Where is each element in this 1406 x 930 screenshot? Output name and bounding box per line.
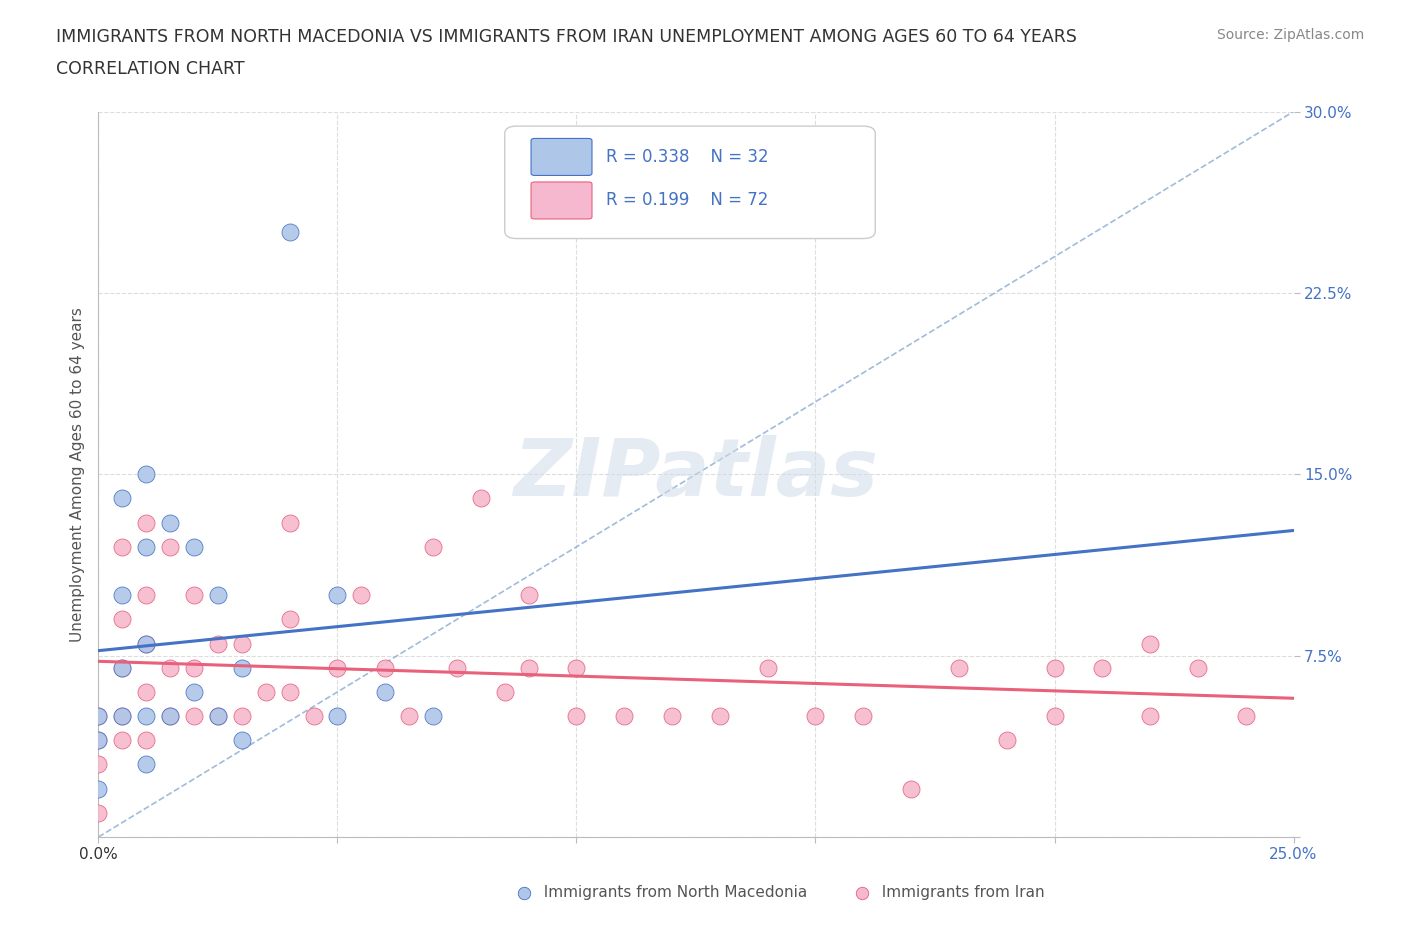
Point xyxy=(135,636,157,651)
Point xyxy=(804,709,827,724)
Point xyxy=(135,539,157,554)
Point xyxy=(1043,709,1066,724)
Point xyxy=(278,225,301,240)
Point xyxy=(1139,636,1161,651)
FancyBboxPatch shape xyxy=(531,182,592,219)
Text: Source: ZipAtlas.com: Source: ZipAtlas.com xyxy=(1216,28,1364,42)
Point xyxy=(422,709,444,724)
Point xyxy=(207,709,229,724)
Point xyxy=(159,515,181,530)
Point xyxy=(111,612,134,627)
Point xyxy=(111,539,134,554)
Point xyxy=(111,660,134,675)
Text: IMMIGRANTS FROM NORTH MACEDONIA VS IMMIGRANTS FROM IRAN UNEMPLOYMENT AMONG AGES : IMMIGRANTS FROM NORTH MACEDONIA VS IMMIG… xyxy=(56,28,1077,46)
Point xyxy=(183,660,205,675)
Point xyxy=(613,709,636,724)
Point xyxy=(231,660,253,675)
Point xyxy=(87,757,110,772)
Text: ZIPatlas: ZIPatlas xyxy=(513,435,879,513)
Point xyxy=(159,539,181,554)
Point xyxy=(87,805,110,820)
Point xyxy=(207,636,229,651)
FancyBboxPatch shape xyxy=(505,126,875,239)
Point xyxy=(231,733,253,748)
Point xyxy=(374,684,396,699)
Point xyxy=(111,709,134,724)
Text: R = 0.338    N = 32: R = 0.338 N = 32 xyxy=(606,148,769,166)
Point xyxy=(1043,660,1066,675)
Point xyxy=(87,709,110,724)
Point xyxy=(709,709,731,724)
Point xyxy=(207,588,229,603)
Point xyxy=(111,660,134,675)
Point xyxy=(326,709,349,724)
Point xyxy=(254,684,277,699)
Text: Immigrants from North Macedonia: Immigrants from North Macedonia xyxy=(534,885,807,900)
Point xyxy=(374,660,396,675)
Point xyxy=(135,684,157,699)
Point xyxy=(995,733,1018,748)
Text: CORRELATION CHART: CORRELATION CHART xyxy=(56,60,245,78)
Point xyxy=(87,733,110,748)
Point xyxy=(852,709,875,724)
Point xyxy=(1234,709,1257,724)
Point xyxy=(278,515,301,530)
Point xyxy=(1139,709,1161,724)
Point xyxy=(135,588,157,603)
Point xyxy=(1091,660,1114,675)
Point xyxy=(135,467,157,482)
Point xyxy=(135,709,157,724)
Point xyxy=(851,885,873,900)
Point xyxy=(278,684,301,699)
Point xyxy=(159,709,181,724)
Point xyxy=(756,660,779,675)
Y-axis label: Unemployment Among Ages 60 to 64 years: Unemployment Among Ages 60 to 64 years xyxy=(69,307,84,642)
Point xyxy=(135,515,157,530)
Point xyxy=(231,636,253,651)
Text: Immigrants from Iran: Immigrants from Iran xyxy=(872,885,1045,900)
Point xyxy=(513,885,536,900)
Point xyxy=(231,709,253,724)
Point xyxy=(494,684,516,699)
Point xyxy=(87,733,110,748)
Point xyxy=(948,660,970,675)
Point xyxy=(159,660,181,675)
Point xyxy=(87,709,110,724)
Point xyxy=(111,491,134,506)
Point xyxy=(517,660,540,675)
Point xyxy=(87,781,110,796)
Point xyxy=(661,709,683,724)
Point xyxy=(111,733,134,748)
Point xyxy=(159,709,181,724)
Point xyxy=(183,539,205,554)
Text: R = 0.199    N = 72: R = 0.199 N = 72 xyxy=(606,191,769,209)
Point xyxy=(111,709,134,724)
Point xyxy=(135,757,157,772)
Point xyxy=(183,709,205,724)
Point xyxy=(207,709,229,724)
Point xyxy=(565,660,588,675)
FancyBboxPatch shape xyxy=(531,139,592,176)
Point xyxy=(422,539,444,554)
Point xyxy=(302,709,325,724)
Point xyxy=(135,636,157,651)
Point xyxy=(326,660,349,675)
Point xyxy=(470,491,492,506)
Point xyxy=(278,612,301,627)
Point xyxy=(1187,660,1209,675)
Point xyxy=(183,684,205,699)
Point xyxy=(565,709,588,724)
Point xyxy=(326,588,349,603)
Point xyxy=(111,588,134,603)
Point xyxy=(183,588,205,603)
Point xyxy=(446,660,468,675)
Point xyxy=(350,588,373,603)
Point xyxy=(517,588,540,603)
Point xyxy=(398,709,420,724)
Point xyxy=(135,733,157,748)
Point xyxy=(900,781,922,796)
